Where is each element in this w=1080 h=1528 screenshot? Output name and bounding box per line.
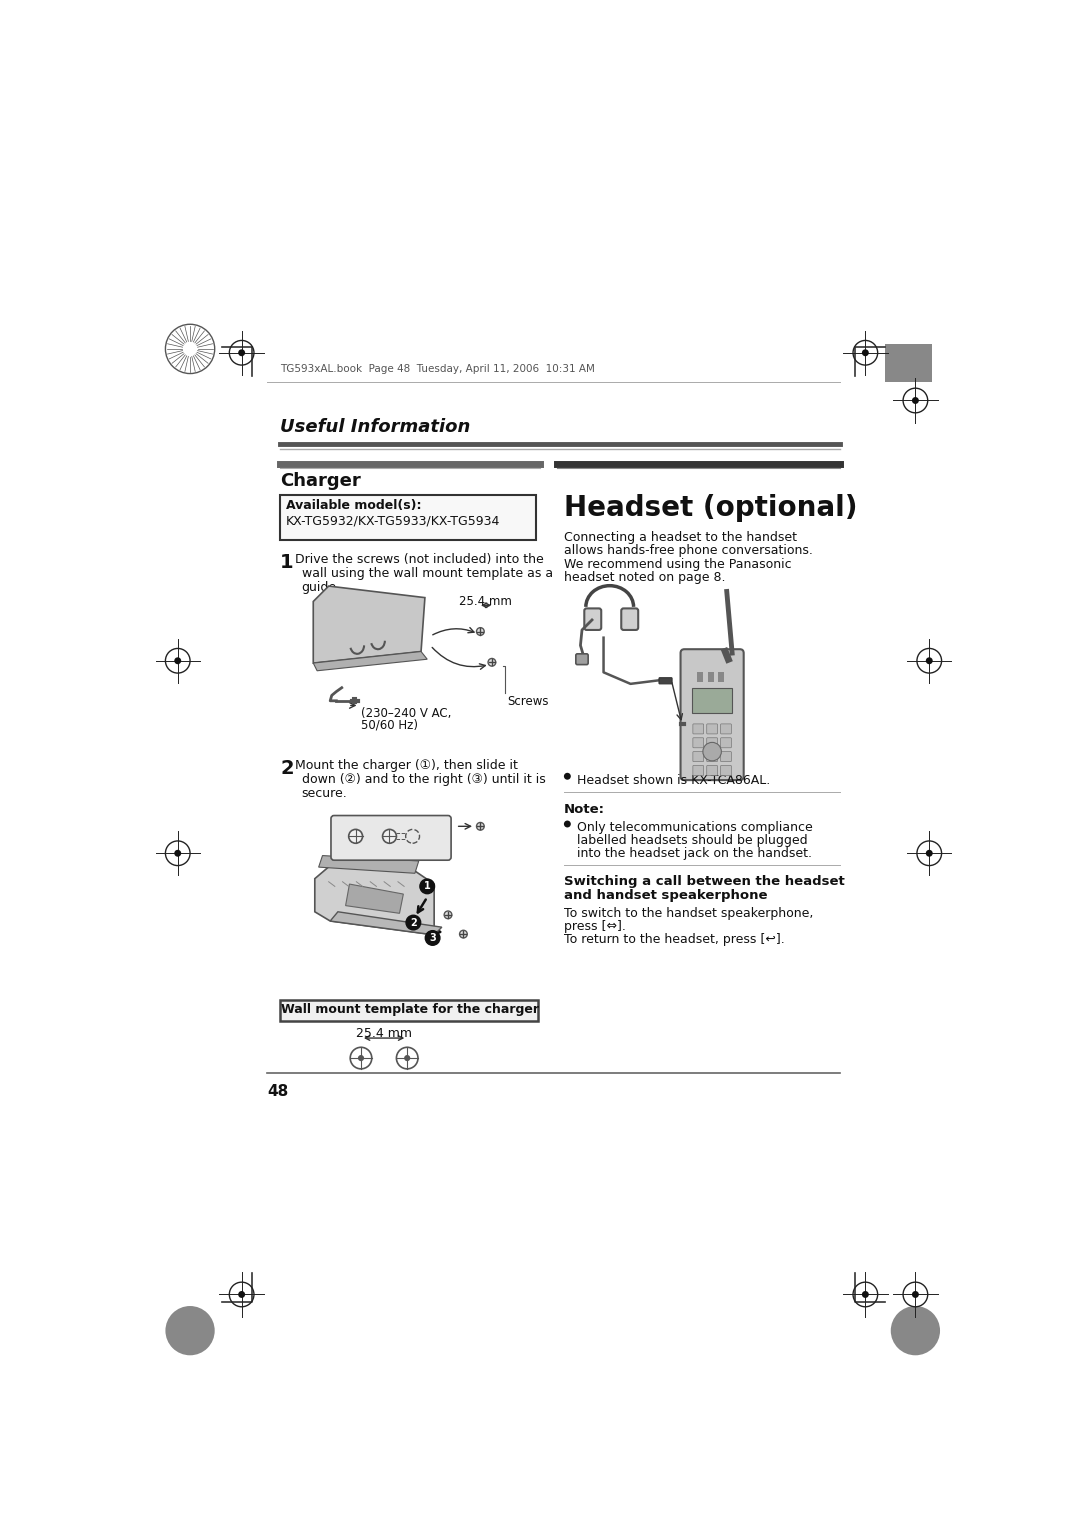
FancyBboxPatch shape: [659, 678, 672, 685]
Text: 1: 1: [280, 553, 294, 571]
FancyBboxPatch shape: [693, 724, 704, 733]
Circle shape: [862, 350, 868, 356]
Text: 48: 48: [267, 1085, 288, 1099]
Circle shape: [239, 350, 245, 356]
Circle shape: [357, 1054, 364, 1060]
Circle shape: [444, 911, 451, 918]
Circle shape: [564, 821, 571, 828]
Circle shape: [426, 931, 440, 946]
Text: allows hands-free phone conversations.: allows hands-free phone conversations.: [564, 544, 812, 558]
Text: headset noted on page 8.: headset noted on page 8.: [564, 570, 725, 584]
Circle shape: [912, 1291, 919, 1297]
FancyBboxPatch shape: [680, 649, 744, 781]
Polygon shape: [313, 651, 428, 671]
Text: Headset shown is KX-TCA86AL.: Headset shown is KX-TCA86AL.: [577, 775, 770, 787]
Circle shape: [404, 1054, 410, 1060]
Text: (230–240 V AC,: (230–240 V AC,: [361, 707, 451, 720]
Text: 50/60 Hz): 50/60 Hz): [361, 718, 418, 732]
Bar: [697, 671, 703, 683]
Text: into the headset jack on the handset.: into the headset jack on the handset.: [577, 847, 811, 860]
Text: Charger: Charger: [280, 472, 361, 490]
Text: To return to the headset, press [↩].: To return to the headset, press [↩].: [564, 934, 784, 946]
FancyBboxPatch shape: [692, 689, 732, 714]
FancyBboxPatch shape: [720, 766, 731, 776]
Text: TG593xAL.book  Page 48  Tuesday, April 11, 2006  10:31 AM: TG593xAL.book Page 48 Tuesday, April 11,…: [280, 364, 595, 374]
Text: press [⇔].: press [⇔].: [564, 920, 625, 934]
Bar: [718, 671, 725, 683]
Text: Mount the charger (①), then slide it: Mount the charger (①), then slide it: [295, 759, 517, 772]
Circle shape: [174, 657, 181, 665]
Polygon shape: [330, 912, 442, 935]
Circle shape: [488, 659, 496, 666]
Circle shape: [926, 657, 933, 665]
FancyBboxPatch shape: [693, 752, 704, 761]
Circle shape: [460, 931, 468, 938]
Text: 2: 2: [410, 917, 417, 927]
Text: guide.: guide.: [301, 581, 341, 594]
Text: Headset (optional): Headset (optional): [564, 494, 858, 521]
FancyBboxPatch shape: [280, 495, 536, 539]
Text: Switching a call between the headset: Switching a call between the headset: [564, 876, 845, 888]
Text: 25.4 mm: 25.4 mm: [356, 1027, 413, 1041]
FancyBboxPatch shape: [720, 752, 731, 761]
Polygon shape: [319, 856, 419, 874]
FancyBboxPatch shape: [693, 766, 704, 776]
FancyBboxPatch shape: [706, 766, 717, 776]
Text: and handset speakerphone: and handset speakerphone: [564, 889, 767, 902]
Text: Screws: Screws: [508, 695, 549, 707]
FancyBboxPatch shape: [706, 752, 717, 761]
Text: Useful Information: Useful Information: [280, 419, 471, 435]
Polygon shape: [314, 865, 434, 935]
Text: We recommend using the Panasonic: We recommend using the Panasonic: [564, 558, 792, 570]
Circle shape: [382, 830, 396, 843]
Text: Drive the screws (not included) into the: Drive the screws (not included) into the: [295, 553, 543, 565]
Bar: [885, 344, 932, 382]
Text: Connecting a headset to the handset: Connecting a headset to the handset: [564, 532, 797, 544]
Text: To switch to the handset speakerphone,: To switch to the handset speakerphone,: [564, 908, 813, 920]
Text: Note:: Note:: [564, 804, 605, 816]
FancyBboxPatch shape: [706, 738, 717, 747]
FancyBboxPatch shape: [693, 738, 704, 747]
FancyBboxPatch shape: [621, 608, 638, 630]
Text: 25.4 mm: 25.4 mm: [459, 594, 512, 608]
Text: down (②) and to the right (③) until it is: down (②) and to the right (③) until it i…: [301, 773, 545, 787]
FancyBboxPatch shape: [330, 816, 451, 860]
Circle shape: [862, 1291, 868, 1297]
Circle shape: [239, 1291, 245, 1297]
Circle shape: [564, 773, 571, 779]
FancyBboxPatch shape: [706, 724, 717, 733]
Polygon shape: [346, 885, 403, 914]
FancyBboxPatch shape: [720, 724, 731, 733]
Text: 3: 3: [429, 934, 436, 943]
Text: wall using the wall mount template as a: wall using the wall mount template as a: [301, 567, 553, 579]
FancyBboxPatch shape: [584, 608, 602, 630]
Text: secure.: secure.: [301, 787, 348, 801]
Circle shape: [406, 915, 421, 931]
Text: Wall mount template for the charger: Wall mount template for the charger: [281, 1004, 539, 1016]
Text: KX-TG5932/KX-TG5933/KX-TG5934: KX-TG5932/KX-TG5933/KX-TG5934: [285, 515, 500, 527]
Bar: [707, 671, 714, 683]
Circle shape: [703, 743, 721, 761]
FancyBboxPatch shape: [576, 654, 589, 665]
Circle shape: [174, 850, 181, 857]
Circle shape: [926, 850, 933, 857]
Text: labelled headsets should be plugged: labelled headsets should be plugged: [577, 834, 807, 847]
Circle shape: [165, 1306, 215, 1355]
Text: 2: 2: [280, 759, 294, 778]
Circle shape: [349, 830, 363, 843]
Polygon shape: [313, 587, 424, 663]
Circle shape: [420, 879, 434, 894]
Text: Only telecommunications compliance: Only telecommunications compliance: [577, 821, 812, 834]
Circle shape: [891, 1306, 940, 1355]
FancyBboxPatch shape: [280, 999, 538, 1021]
Text: Available model(s):: Available model(s):: [285, 500, 421, 512]
Circle shape: [476, 822, 484, 830]
FancyBboxPatch shape: [720, 738, 731, 747]
Text: 1: 1: [423, 882, 431, 891]
Circle shape: [912, 397, 919, 403]
Circle shape: [476, 628, 484, 636]
